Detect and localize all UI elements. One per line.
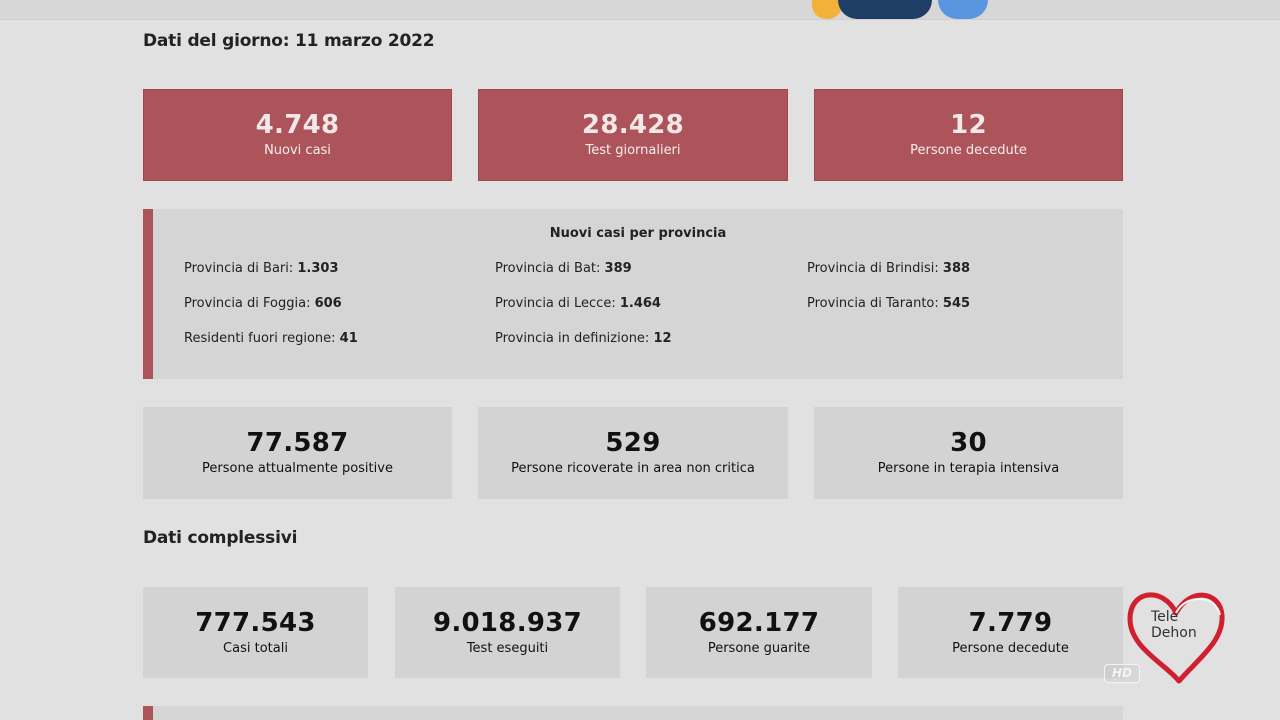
stat-value: 9.018.937 <box>432 607 583 638</box>
stat-value: 529 <box>605 428 661 458</box>
stat-label: Persone guarite <box>707 640 811 656</box>
daily-section-title: Dati del giorno: 11 marzo 2022 <box>143 31 435 51</box>
province-item-lecce: Provincia di Lecce: 1.464 <box>495 296 661 311</box>
stat-value: 777.543 <box>195 607 316 638</box>
province-label: Provincia di Taranto: <box>807 296 939 311</box>
province-item-taranto: Provincia di Taranto: 545 <box>807 296 970 311</box>
logo-text-line1: Tele <box>1151 609 1179 625</box>
province-cases-panel: Nuovi casi per provincia Provincia di Ba… <box>143 209 1123 379</box>
total-deaths-card: 7.779 Persone decedute <box>898 587 1123 678</box>
province-value: 388 <box>942 261 971 276</box>
stat-label: Test eseguiti <box>466 640 549 656</box>
province-label: Provincia di Brindisi: <box>807 261 939 276</box>
province-value: 12 <box>653 331 672 346</box>
province-item-bat: Provincia di Bat: 389 <box>495 261 632 276</box>
totals-section-title: Dati complessivi <box>143 528 298 548</box>
province-item-bari: Provincia di Bari: 1.303 <box>184 261 339 276</box>
hd-badge: HD <box>1104 664 1140 683</box>
stat-label: Persone decedute <box>952 640 1069 656</box>
hospitalized-card: 529 Persone ricoverate in area non criti… <box>478 407 788 499</box>
province-item-brindisi: Provincia di Brindisi: 388 <box>807 261 970 276</box>
currently-positive-card: 77.587 Persone attualmente positive <box>143 407 452 499</box>
stat-label: Persone decedute <box>910 143 1027 158</box>
next-panel-partial <box>143 706 1123 720</box>
stat-value: 692.177 <box>698 607 820 638</box>
total-cases-card: 777.543 Casi totali <box>143 587 368 678</box>
province-value: 545 <box>942 296 971 311</box>
province-label: Provincia di Bat: <box>495 261 601 276</box>
province-label: Provincia in definizione: <box>495 331 650 346</box>
province-label: Provincia di Bari: <box>184 261 294 276</box>
province-value: 1.303 <box>297 261 339 276</box>
daily-tests-card: 28.428 Test giornalieri <box>478 89 788 181</box>
stat-label: Persone attualmente positive <box>202 461 393 476</box>
recovered-card: 692.177 Persone guarite <box>646 587 872 678</box>
stat-label: Persone in terapia intensiva <box>877 461 1060 476</box>
header-logo-fragment-blue <box>938 0 988 19</box>
top-header-bar <box>0 0 1280 20</box>
province-value: 389 <box>604 261 632 276</box>
stat-value: 30 <box>950 428 987 458</box>
province-label: Residenti fuori regione: <box>184 331 336 346</box>
stat-value: 7.779 <box>968 607 1053 638</box>
stat-label: Test giornalieri <box>585 143 681 158</box>
province-label: Provincia di Foggia: <box>184 296 311 311</box>
province-value: 41 <box>339 331 358 346</box>
new-cases-card: 4.748 Nuovi casi <box>143 89 452 181</box>
stat-label: Nuovi casi <box>264 143 331 158</box>
stat-value: 4.748 <box>255 110 340 140</box>
province-panel-title: Nuovi casi per provincia <box>549 226 727 241</box>
logo-text-line2: Dehon <box>1151 625 1197 641</box>
stat-label: Persone ricoverate in area non critica <box>511 461 755 476</box>
province-value: 606 <box>314 296 342 311</box>
daily-deaths-card: 12 Persone decedute <box>814 89 1123 181</box>
province-label: Provincia di Lecce: <box>495 296 616 311</box>
intensive-care-card: 30 Persone in terapia intensiva <box>814 407 1123 499</box>
stat-value: 12 <box>950 110 987 140</box>
teledehon-heart-logo <box>1127 592 1225 684</box>
stat-label: Casi totali <box>223 640 288 656</box>
province-item-foggia: Provincia di Foggia: 606 <box>184 296 342 311</box>
stat-value: 28.428 <box>581 110 685 140</box>
province-item-out-of-region: Residenti fuori regione: 41 <box>184 331 358 346</box>
province-item-pending: Provincia in definizione: 12 <box>495 331 672 346</box>
header-logo-fragment-navy <box>838 0 932 19</box>
total-tests-card: 9.018.937 Test eseguiti <box>395 587 620 678</box>
header-logo-fragment-yellow <box>812 0 842 19</box>
stat-value: 77.587 <box>246 428 349 458</box>
province-value: 1.464 <box>619 296 661 311</box>
